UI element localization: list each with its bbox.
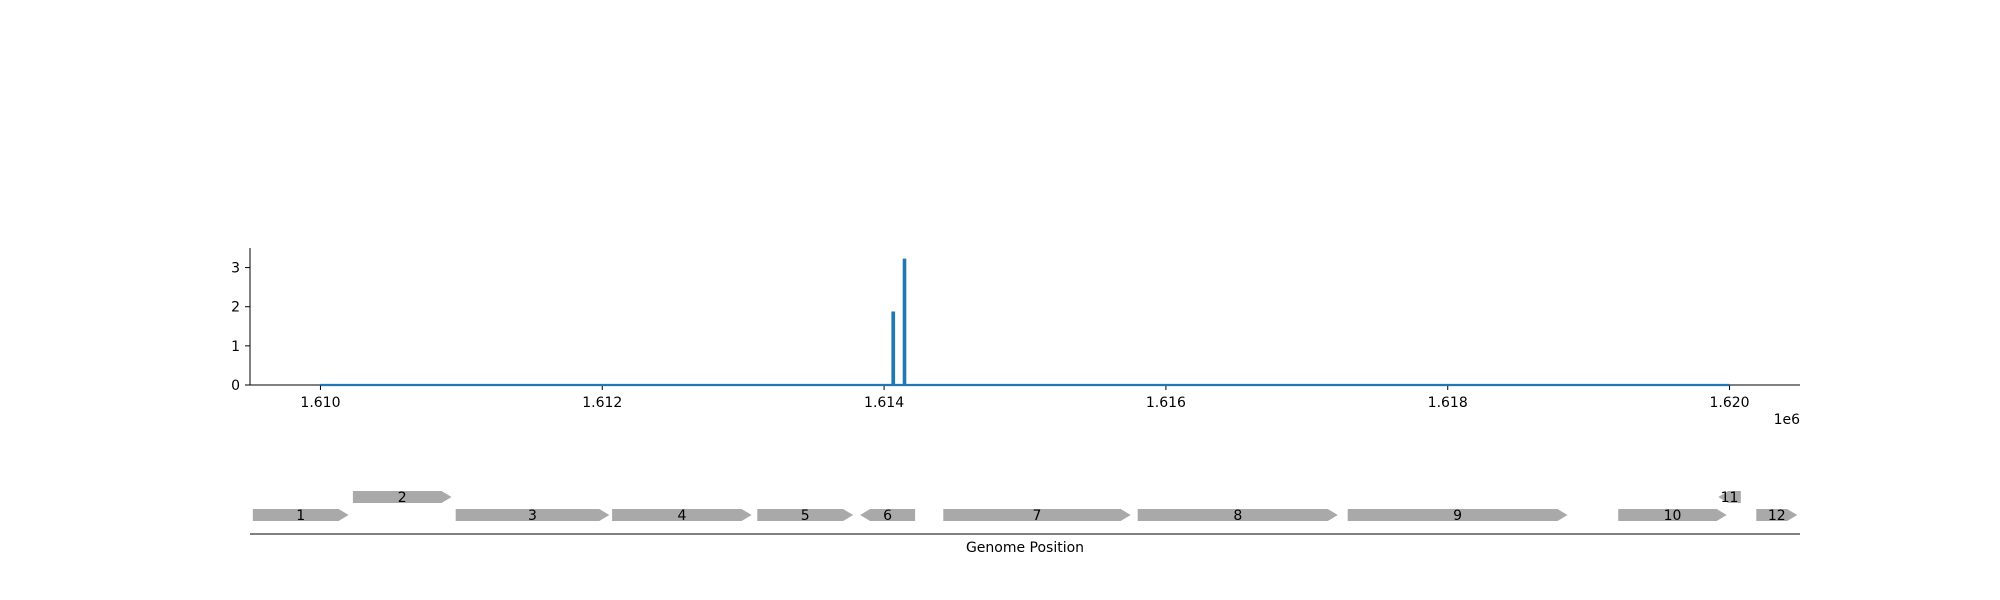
x-tick-label: 1.620 bbox=[1709, 395, 1749, 411]
gene-feature-arrow bbox=[455, 509, 610, 521]
gene-feature-label: 10 bbox=[1664, 508, 1682, 524]
gene-feature-arrow bbox=[860, 509, 916, 521]
x-tick-label: 1.616 bbox=[1146, 395, 1186, 411]
gene-feature-label: 9 bbox=[1453, 508, 1462, 524]
x-axis-offset-label: 1e6 bbox=[1774, 412, 1801, 428]
gene-feature-arrow bbox=[757, 509, 854, 521]
gene-feature-arrow bbox=[612, 509, 752, 521]
y-tick-label: 2 bbox=[231, 300, 240, 316]
gene-feature-label: 6 bbox=[883, 508, 892, 524]
gene-feature-arrow bbox=[943, 509, 1131, 521]
gene-feature-label: 3 bbox=[528, 508, 537, 524]
gene-feature-arrow bbox=[1618, 509, 1727, 521]
gene-feature-label: 4 bbox=[677, 508, 686, 524]
gene-feature-label: 11 bbox=[1721, 490, 1739, 506]
gene-feature-arrow bbox=[1137, 509, 1338, 521]
coverage-series-line bbox=[320, 258, 1730, 387]
gene-feature-arrow bbox=[1347, 509, 1568, 521]
gene-feature-arrow bbox=[252, 509, 349, 521]
x-tick-label: 1.610 bbox=[300, 395, 340, 411]
gene-feature-arrow bbox=[1718, 491, 1741, 503]
gene-feature-label: 7 bbox=[1033, 508, 1042, 524]
gene-feature-label: 5 bbox=[801, 508, 810, 524]
y-tick-label: 1 bbox=[231, 339, 240, 355]
gene-feature-arrow bbox=[352, 491, 452, 503]
x-tick-label: 1.612 bbox=[582, 395, 622, 411]
gene-feature-label: 1 bbox=[296, 508, 305, 524]
coverage-plot: 0 1 2 3 1.610 1.612 1.614 1.616 1.618 1.620 bbox=[231, 248, 1800, 411]
x-tick-label: 1.614 bbox=[864, 395, 904, 411]
gene-feature-arrow bbox=[1756, 509, 1798, 521]
x-tick-label: 1.618 bbox=[1428, 395, 1468, 411]
y-tick-label: 3 bbox=[231, 261, 240, 277]
gene-track-axis-label: Genome Position bbox=[966, 540, 1084, 556]
gene-feature-label: 8 bbox=[1233, 508, 1242, 524]
gene-feature-label: 12 bbox=[1768, 508, 1786, 524]
y-tick-label: 0 bbox=[231, 378, 240, 394]
gene-feature-label: 2 bbox=[398, 490, 407, 506]
